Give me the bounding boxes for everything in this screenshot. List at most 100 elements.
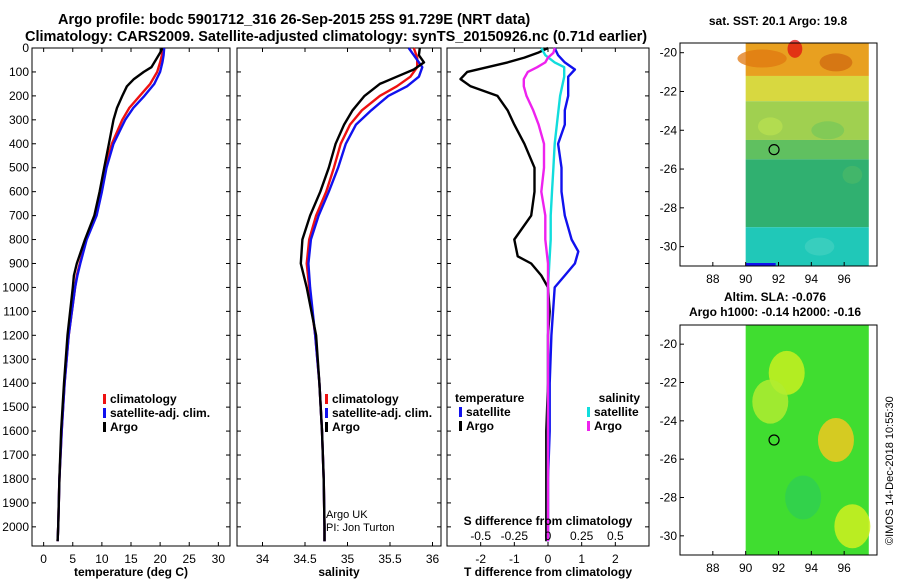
plot-frame xyxy=(31,47,231,547)
y-tick-label: -20 xyxy=(660,46,678,60)
y-tick-label: -22 xyxy=(660,84,678,98)
title-line-2: Climatology: CARS2009. Satellite-adjuste… xyxy=(25,29,648,45)
secondary-axis-label: S difference from climatology xyxy=(464,514,633,528)
legend-temperature-title: temperature xyxy=(455,391,525,405)
y-tick-label: 1000 xyxy=(2,280,29,294)
x-tick-label: 25 xyxy=(183,552,197,566)
y-tick-label: -28 xyxy=(660,491,678,505)
legend-temp-argo-swatch xyxy=(459,421,462,431)
sla-blob-3 xyxy=(752,379,789,424)
legend-temp-satellite-label: satellite xyxy=(466,405,511,419)
y-tick-label: 1500 xyxy=(2,400,29,414)
sst-texture-5 xyxy=(842,165,863,184)
y-tick-label: 0 xyxy=(22,41,29,55)
x-tick-label: 0 xyxy=(40,552,47,566)
y-tick-label: 600 xyxy=(9,185,29,199)
sst-texture-4 xyxy=(811,121,845,140)
legend-sal-satellite-label: satellite xyxy=(594,405,639,419)
y-tick-label: -24 xyxy=(660,414,678,428)
x-tick-label: 88 xyxy=(706,272,720,286)
sst-band-3 xyxy=(745,139,869,160)
x-tick-label: 90 xyxy=(739,272,753,286)
sst-texture-3 xyxy=(757,117,783,136)
x-tick-label: 88 xyxy=(706,561,720,575)
x-tick-label: 15 xyxy=(124,552,138,566)
x-tick-label: 94 xyxy=(805,272,819,286)
x-tick-label: -1 xyxy=(509,552,520,566)
x-tick-label: 90 xyxy=(739,561,753,575)
y-tick-label: 1900 xyxy=(2,496,29,510)
annotation-line-2: PI: Jon Turton xyxy=(326,522,394,534)
x-tick-label: 96 xyxy=(837,561,851,575)
x-axis-label: temperature (deg C) xyxy=(74,565,188,579)
argo-salinity-line xyxy=(299,47,426,542)
y-tick-label: -26 xyxy=(660,452,678,466)
x-tick-label: -2 xyxy=(475,552,486,566)
x-tick-label: 5 xyxy=(69,552,76,566)
x-tick-label: 20 xyxy=(153,552,167,566)
legend-item-0-swatch xyxy=(325,394,328,404)
y-tick-label: 1100 xyxy=(3,304,29,318)
y-tick-label: -30 xyxy=(660,529,678,543)
y-tick-label: -28 xyxy=(660,201,678,215)
salinity-panel: 34 34.5 35 35.5 36 salinity climatologysatelli… xyxy=(236,47,442,579)
sst-edge-mark xyxy=(745,263,776,266)
x-tick-label: 94 xyxy=(805,561,819,575)
x-axis-label: salinity xyxy=(318,565,360,579)
argo-position-marker xyxy=(768,434,780,446)
annotation-line-1: Argo UK xyxy=(326,509,368,521)
legend-salinity-title: salinity xyxy=(599,391,641,405)
legend-sal-satellite-swatch xyxy=(587,407,590,417)
x-tick-label: 10 xyxy=(95,552,109,566)
x-tick-label: 96 xyxy=(837,272,851,286)
legend-temp-argo-label: Argo xyxy=(466,419,494,433)
y-tick-label: 500 xyxy=(9,161,29,175)
x-tick-label: 34 xyxy=(256,552,270,566)
x-tick-label: 0 xyxy=(545,552,552,566)
y-tick-label: -24 xyxy=(660,123,678,137)
legend-item-1-label: satellite-adj. clim. xyxy=(110,406,210,420)
y-tick-label: 800 xyxy=(9,233,29,247)
y-tick-label: 200 xyxy=(9,89,29,103)
legend-item-0-label: climatology xyxy=(110,392,177,406)
y-tick-label: -26 xyxy=(660,162,678,176)
sst-texture-2 xyxy=(787,39,803,58)
sla-blob-2 xyxy=(834,504,871,549)
sst-texture-0 xyxy=(737,49,787,68)
x-tick-label: 34.5 xyxy=(293,552,317,566)
sst-texture-6 xyxy=(804,237,835,256)
sst-band-1 xyxy=(745,75,869,102)
y-tick-label: 300 xyxy=(9,113,29,127)
legend-sal-argo-label: Argo xyxy=(594,419,622,433)
argo-position-marker xyxy=(768,144,780,156)
x-tick-label: 30 xyxy=(212,552,226,566)
sst-texture-1 xyxy=(819,53,853,72)
y-tick-label: 1700 xyxy=(2,448,29,462)
legend-item-1-swatch xyxy=(103,408,106,418)
y-tick-label: 400 xyxy=(9,137,29,151)
map-title-line-1: Altim. SLA: -0.076 xyxy=(724,290,826,304)
sla-blob-1 xyxy=(817,418,854,462)
plot-frame xyxy=(236,47,442,547)
legend-item-2-label: Argo xyxy=(110,420,138,434)
y-tick-label: 700 xyxy=(9,209,29,223)
y-tick-label: -22 xyxy=(660,376,678,390)
y-tick-label: 1800 xyxy=(2,472,29,486)
x-tick-label: 35 xyxy=(341,552,355,566)
sla-blob-4 xyxy=(785,475,822,520)
y-tick-label: 100 xyxy=(9,65,29,79)
map-title: sat. SST: 20.1 Argo: 19.8 xyxy=(709,14,848,28)
y-tick-label: -20 xyxy=(660,337,678,351)
timestamp-stamp: ©IMOS 14-Dec-2018 10:55:30 xyxy=(884,396,896,545)
legend-item-2-swatch xyxy=(103,422,106,432)
legend-sal-argo-swatch xyxy=(587,421,590,431)
x-tick-label: 92 xyxy=(772,561,786,575)
x-tick-label: 2 xyxy=(612,552,619,566)
secondary-tick-label: -0.5 xyxy=(470,529,491,543)
y-tick-label: 1600 xyxy=(2,424,29,438)
temperature-panel: 0100200300400500600700800900100011001200… xyxy=(2,41,231,579)
legend-item-2-swatch xyxy=(325,422,328,432)
secondary-tick-label: 0 xyxy=(545,529,552,543)
